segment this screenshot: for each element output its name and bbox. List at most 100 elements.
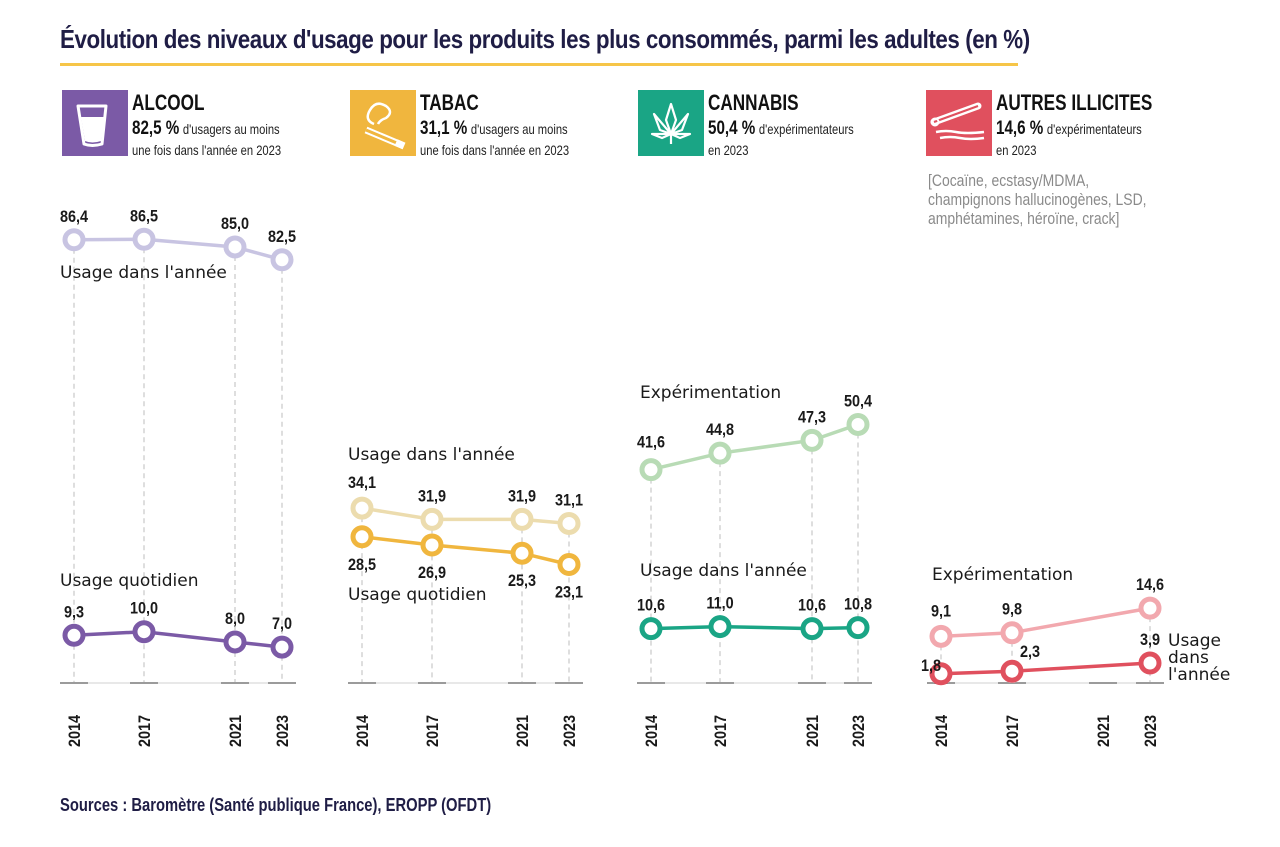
data-label: 26,9 (418, 564, 446, 582)
data-point (846, 616, 870, 640)
data-point (557, 511, 581, 535)
straw-powder-icon (926, 90, 992, 156)
series-line (361, 535, 570, 567)
data-label: 9,1 (931, 602, 951, 620)
data-label: 31,1 (555, 491, 583, 509)
series-label: Usage dans l'année (60, 263, 227, 283)
series-line (73, 629, 283, 649)
x-tick-label: 2021 (514, 715, 532, 747)
panel-name: AUTRES ILLICITES (996, 90, 1153, 115)
cannabis-leaf-icon (638, 90, 704, 156)
data-label: 86,4 (60, 208, 88, 226)
data-point (350, 525, 374, 549)
data-point (62, 228, 86, 252)
data-label: 47,3 (798, 408, 826, 426)
data-point (223, 630, 247, 654)
data-point (270, 248, 294, 272)
data-label: 28,5 (348, 556, 376, 574)
series-label: Usage dans l'année (640, 561, 807, 581)
series-label: Usage quotidien (60, 571, 198, 591)
source-note: Sources : Baromètre (Santé publique Fran… (60, 795, 492, 815)
data-label: 44,8 (706, 421, 734, 439)
x-tick-label: 2021 (804, 715, 822, 747)
x-tick-label: 2023 (1142, 715, 1160, 747)
series-line (940, 606, 1151, 639)
data-point (1138, 596, 1162, 620)
data-label: 82,5 (268, 228, 296, 246)
data-label: 8,0 (225, 610, 245, 628)
data-point (132, 227, 156, 251)
series-line (361, 506, 570, 526)
panel-description-2: une fois dans l'année en 2023 (132, 142, 282, 158)
data-label: 50,4 (844, 392, 872, 410)
data-label: 86,5 (130, 207, 158, 225)
data-label: 2,3 (1020, 643, 1040, 661)
series-label: l'année (1168, 665, 1230, 685)
x-tick-label: 2017 (712, 715, 730, 747)
x-tick-label: 2021 (227, 715, 245, 747)
data-point (510, 507, 534, 531)
panel-percentage: 14,6 % (996, 118, 1044, 139)
data-point (132, 620, 156, 644)
data-point (708, 615, 732, 639)
data-point (846, 412, 870, 436)
data-point (557, 552, 581, 576)
data-point (420, 507, 444, 531)
data-label: 7,0 (272, 615, 292, 633)
panel-name: CANNABIS (708, 90, 799, 115)
data-point (708, 441, 732, 465)
series-line (650, 624, 859, 631)
data-label: 10,8 (844, 596, 872, 614)
series-line (650, 422, 859, 472)
data-label: 34,1 (348, 474, 376, 492)
data-label: 31,9 (508, 487, 536, 505)
data-label: 31,9 (418, 487, 446, 505)
data-point (223, 235, 247, 259)
panel-percentage: 31,1 % (420, 118, 468, 139)
data-label: 85,0 (221, 215, 249, 233)
data-point (270, 635, 294, 659)
series-label: dans (1168, 648, 1209, 668)
series-line (940, 661, 1151, 676)
data-point (420, 533, 444, 557)
cigarette-icon (350, 90, 416, 156)
data-point (1000, 621, 1024, 645)
series-label: Usage (1168, 631, 1221, 651)
data-label: 14,6 (1136, 576, 1164, 594)
series-label: Usage dans l'année (348, 445, 515, 465)
data-point (510, 541, 534, 565)
panel-description-2: une fois dans l'année en 2023 (420, 142, 570, 158)
x-tick-label: 2017 (1004, 715, 1022, 747)
title-underline (60, 63, 1018, 66)
data-label: 25,3 (508, 572, 536, 590)
data-label: 3,9 (1140, 631, 1160, 649)
panel-description: d'usagers au moins (182, 121, 280, 137)
x-tick-label: 2014 (643, 715, 661, 747)
x-tick-label: 2014 (66, 715, 84, 747)
beer-glass-icon (62, 90, 128, 156)
data-label: 9,8 (1002, 601, 1022, 619)
panel-name: ALCOOL (132, 90, 205, 115)
x-tick-label: 2014 (933, 715, 951, 747)
data-point (800, 428, 824, 452)
panel-percentage: 50,4 % (708, 118, 756, 139)
data-point (639, 617, 663, 641)
x-tick-label: 2023 (561, 715, 579, 747)
data-point (1138, 651, 1162, 675)
x-tick-label: 2017 (136, 715, 154, 747)
data-label: 9,3 (64, 603, 84, 621)
data-label: 10,6 (637, 597, 665, 615)
x-tick-label: 2017 (424, 715, 442, 747)
x-tick-label: 2014 (354, 715, 372, 747)
data-label: 23,1 (555, 583, 583, 601)
panel-description-2: en 2023 (708, 142, 749, 158)
x-tick-label: 2021 (1095, 715, 1113, 747)
data-label: 41,6 (637, 434, 665, 452)
data-point (929, 662, 953, 686)
data-point (929, 624, 953, 648)
page-title: Évolution des niveaux d'usage pour les p… (60, 24, 1030, 54)
series-line (73, 237, 283, 262)
data-point (62, 623, 86, 647)
panel-name: TABAC (420, 90, 479, 115)
